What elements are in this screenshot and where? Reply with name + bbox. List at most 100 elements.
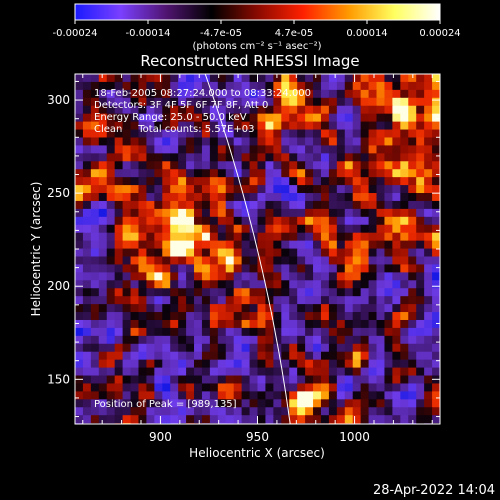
heatmap-cell (82, 137, 92, 147)
heatmap-cell (162, 161, 171, 170)
heatmap-cell (241, 240, 251, 250)
heatmap-cell (320, 113, 330, 123)
heatmap-cell (75, 240, 84, 250)
heatmap-cell (201, 240, 211, 250)
heatmap-cell (122, 89, 132, 99)
heatmap-cell (249, 153, 259, 162)
heatmap-cell (178, 312, 187, 321)
heatmap-cell (106, 304, 116, 313)
heatmap-cell (201, 224, 211, 234)
heatmap-cell (194, 129, 203, 139)
heatmap-cell (217, 256, 227, 266)
heatmap-cell (186, 296, 195, 305)
heatmap-cell (336, 312, 346, 321)
heatmap-cell (217, 89, 227, 99)
heatmap-cell (305, 272, 314, 281)
heatmap-cell (336, 193, 346, 202)
heatmap-cell (424, 216, 433, 226)
heatmap-cell (186, 319, 195, 329)
heatmap-cell (416, 319, 425, 329)
heatmap-cell (320, 185, 330, 194)
heatmap-cell (400, 415, 409, 424)
heatmap-cell (154, 200, 163, 210)
heatmap-cell (384, 240, 393, 250)
heatmap-cell (98, 304, 108, 313)
heatmap-cell (257, 407, 267, 416)
heatmap-cell (82, 335, 92, 345)
heatmap-cell (368, 97, 378, 107)
heatmap-cell (241, 288, 251, 297)
heatmap-cell (273, 121, 282, 131)
heatmap-cell (257, 177, 267, 186)
heatmap-cell (249, 304, 259, 313)
heatmap-cell (257, 343, 267, 353)
heatmap-cell (328, 288, 338, 297)
heatmap-cell (138, 264, 148, 273)
heatmap-cell (352, 161, 362, 170)
heatmap-cell (281, 200, 290, 210)
heatmap-cell (114, 415, 124, 424)
heatmap-cell (265, 216, 274, 226)
heatmap-cell (328, 161, 338, 170)
heatmap-cell (392, 161, 401, 170)
heatmap-cell (130, 343, 140, 353)
heatmap-cell (170, 161, 179, 170)
heatmap-cell (106, 137, 116, 147)
heatmap-cell (114, 161, 124, 170)
heatmap-cell (146, 359, 155, 369)
heatmap-cell (400, 248, 409, 258)
heatmap-cell (146, 105, 155, 115)
heatmap-cell (289, 327, 298, 337)
heatmap-cell (75, 343, 84, 353)
heatmap-cell (75, 153, 84, 162)
heatmap-cell (376, 367, 386, 377)
heatmap-cell (328, 129, 338, 139)
heatmap-cell (75, 304, 84, 313)
heatmap-cell (194, 296, 203, 305)
heatmap-cell (209, 137, 219, 147)
heatmap-cell (146, 113, 155, 123)
heatmap-cell (178, 177, 187, 186)
heatmap-cell (194, 407, 203, 416)
heatmap-cell (360, 185, 370, 194)
heatmap-cell (368, 161, 378, 170)
heatmap-cell (281, 240, 290, 250)
heatmap-cell (162, 105, 171, 115)
heatmap-cell (416, 335, 425, 345)
heatmap-cell (146, 137, 155, 147)
heatmap-cell (305, 280, 314, 289)
heatmap-cell (178, 319, 187, 329)
heatmap-cell (225, 121, 235, 131)
heatmap-cell (170, 74, 179, 83)
heatmap-cell (297, 153, 306, 162)
heatmap-cell (360, 240, 370, 250)
heatmap-cell (241, 153, 251, 162)
heatmap-cell (194, 193, 203, 202)
x-axis-label: Heliocentric X (arcsec) (189, 446, 325, 460)
heatmap-cell (75, 327, 84, 337)
heatmap-cell (368, 89, 378, 99)
heatmap-cell (75, 256, 84, 266)
heatmap-cell (313, 335, 322, 345)
heatmap-cell (122, 193, 132, 202)
heatmap-cell (416, 153, 425, 162)
heatmap-cell (186, 327, 195, 337)
heatmap-cell (360, 312, 370, 321)
heatmap-cell (82, 81, 92, 91)
heatmap-cell (408, 312, 417, 321)
heatmap-cell (170, 177, 179, 186)
heatmap-cell (344, 208, 354, 218)
heatmap-cell (186, 312, 195, 321)
heatmap-cell (233, 137, 243, 147)
heatmap-cell (360, 383, 370, 392)
heatmap-cell (384, 256, 393, 266)
heatmap-cell (201, 113, 211, 123)
heatmap-cell (194, 319, 203, 329)
heatmap-cell (217, 81, 227, 91)
heatmap-cell (336, 415, 346, 424)
heatmap-cell (265, 137, 274, 147)
heatmap-cell (281, 224, 290, 234)
heatmap-cell (130, 367, 140, 377)
heatmap-cell (98, 272, 108, 281)
heatmap-cell (209, 74, 219, 83)
